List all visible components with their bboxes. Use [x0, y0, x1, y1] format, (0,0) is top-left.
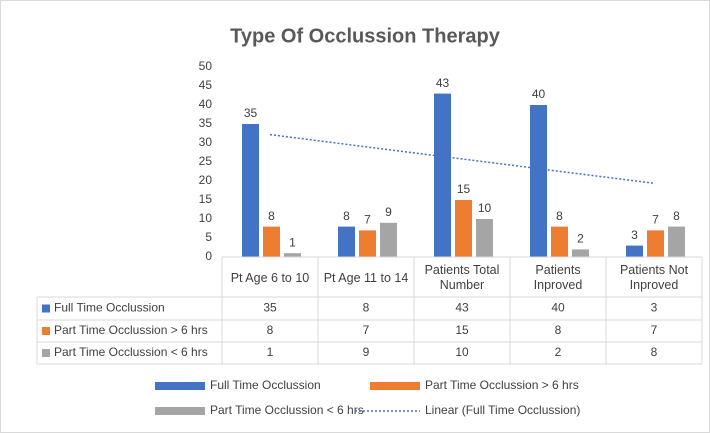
bar	[380, 222, 397, 257]
table-cell: 43	[455, 301, 469, 315]
x-tick-label: Patients Inproved	[533, 263, 583, 292]
y-tick-label: 25	[199, 154, 213, 168]
x-tick-label: Patients Total Number	[424, 263, 500, 292]
bar	[242, 124, 259, 257]
table-cell: 8	[363, 301, 370, 315]
table-legend-key	[42, 327, 50, 335]
legend-swatch	[155, 407, 205, 415]
y-tick-label: 35	[199, 116, 213, 130]
y-tick-label: 0	[205, 249, 212, 263]
bar	[359, 230, 376, 257]
legend-label: Linear (Full Time Occlussion)	[425, 403, 580, 417]
bar	[626, 245, 643, 257]
data-label: 8	[556, 209, 563, 223]
bar	[530, 105, 547, 257]
data-label: 35	[244, 106, 258, 120]
table-cell: 3	[651, 301, 658, 315]
table-row-label: Full Time Occlussion	[54, 301, 165, 315]
y-tick-label: 5	[205, 230, 212, 244]
y-tick-label: 30	[199, 135, 213, 149]
bar	[284, 253, 301, 257]
table-cell: 8	[555, 323, 562, 337]
data-label: 9	[385, 205, 392, 219]
x-tick-label: Pt Age 11 to 14	[323, 270, 409, 285]
bar	[551, 226, 568, 257]
table-legend-key	[42, 304, 50, 313]
data-label: 7	[652, 213, 659, 227]
legend-label: Full Time Occlussion	[210, 378, 321, 392]
data-label: 2	[577, 232, 584, 246]
bar	[572, 249, 589, 257]
chart-title: Type Of Occlussion Therapy	[230, 25, 501, 47]
table-legend-key	[42, 349, 50, 357]
x-tick-label: Patients Not Inproved	[619, 263, 689, 292]
table-cell: 8	[267, 323, 274, 337]
data-label: 15	[457, 182, 471, 196]
data-label: 8	[673, 209, 680, 223]
y-tick-label: 45	[199, 78, 213, 92]
bar	[338, 226, 355, 257]
table-cell: 9	[363, 345, 370, 359]
table-cell: 2	[555, 345, 562, 359]
table-cell: 1	[267, 345, 274, 359]
legend-swatch	[370, 382, 420, 390]
table-cell: 7	[651, 323, 658, 337]
bar	[476, 219, 493, 257]
table-cell: 7	[363, 323, 370, 337]
trendline	[269, 133, 655, 185]
y-tick-label: 50	[199, 59, 213, 73]
table-cell: 40	[551, 301, 565, 315]
data-label: 40	[532, 87, 546, 101]
bar	[668, 226, 685, 257]
data-label: 43	[436, 76, 450, 90]
table-cell: 8	[651, 345, 658, 359]
table-row-label: Part Time Occlussion < 6 hrs	[54, 345, 208, 359]
bar	[455, 200, 472, 257]
x-tick-label: Pt Age 6 to 10	[230, 270, 310, 285]
legend-label: Part Time Occlussion > 6 hrs	[425, 378, 579, 392]
legend-swatch	[155, 382, 205, 390]
table-cell: 10	[455, 345, 469, 359]
table-row-label: Part Time Occlussion > 6 hrs	[54, 323, 208, 337]
y-tick-label: 15	[199, 192, 213, 206]
y-tick-label: 20	[199, 173, 213, 187]
bar	[263, 226, 280, 257]
table-cell: 35	[263, 301, 277, 315]
data-label: 3	[631, 228, 638, 242]
data-label: 7	[364, 213, 371, 227]
bar	[434, 93, 451, 257]
y-tick-label: 40	[199, 97, 213, 111]
data-label: 8	[268, 209, 275, 223]
legend-label: Part Time Occlussion < 6 hrs	[210, 403, 364, 417]
data-label: 8	[343, 209, 350, 223]
data-label: 1	[289, 235, 296, 249]
data-label: 10	[478, 201, 492, 215]
table-cell: 15	[455, 323, 469, 337]
y-tick-label: 10	[199, 211, 213, 225]
bar	[647, 230, 664, 257]
